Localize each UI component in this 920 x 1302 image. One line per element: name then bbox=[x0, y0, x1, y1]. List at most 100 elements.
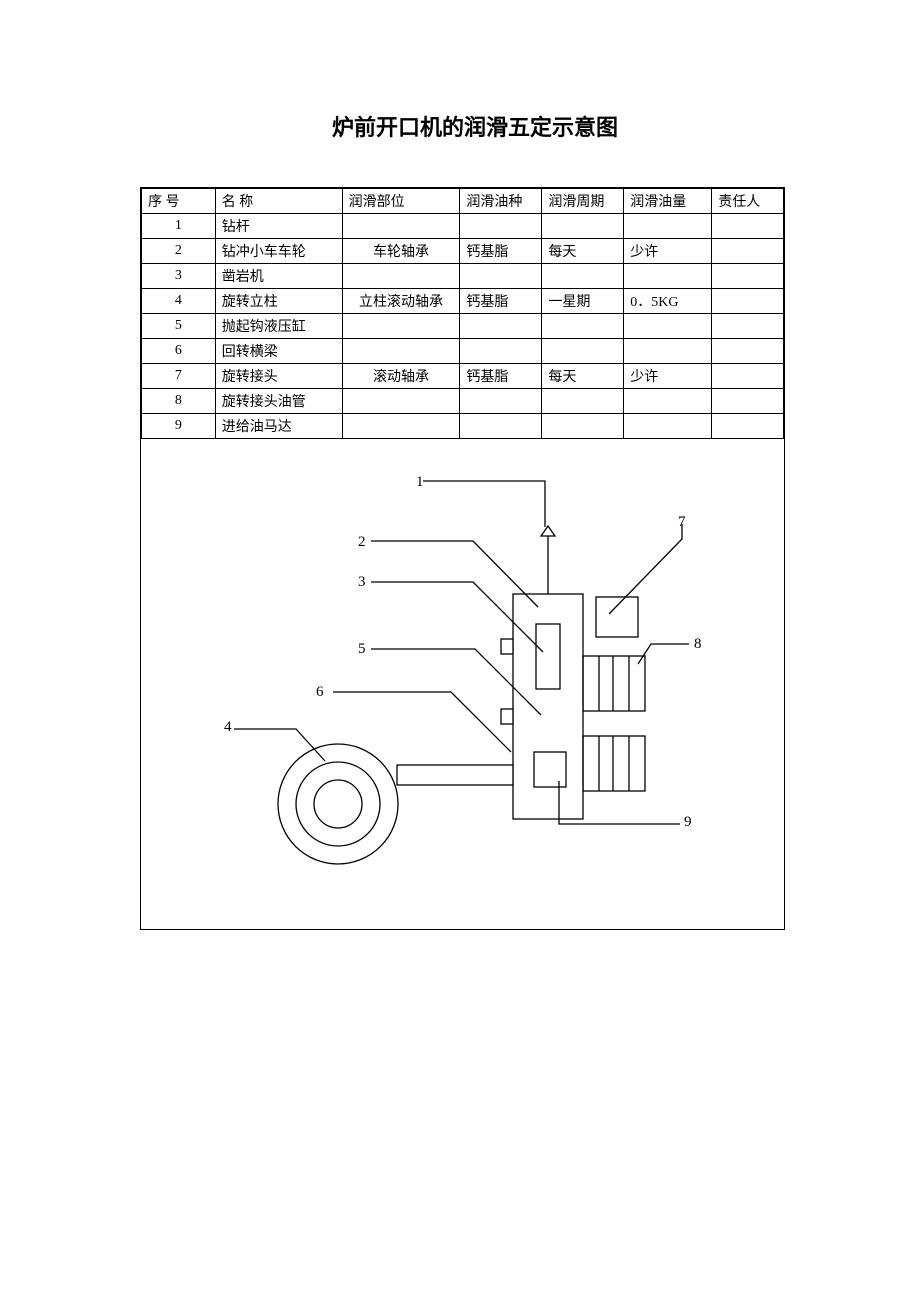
cell-seq: 5 bbox=[142, 314, 216, 339]
cell-cycle bbox=[542, 414, 624, 439]
cell-amt: 少许 bbox=[624, 364, 712, 389]
leader-line bbox=[638, 644, 689, 664]
callout-label: 7 bbox=[678, 514, 686, 531]
cell-name: 钻杆 bbox=[215, 214, 342, 239]
cell-oil bbox=[460, 389, 542, 414]
table-row: 5抛起钩液压缸 bbox=[142, 314, 784, 339]
diagram-shape bbox=[536, 624, 560, 689]
cell-oil bbox=[460, 414, 542, 439]
cell-cycle bbox=[542, 214, 624, 239]
table-row: 9进给油马达 bbox=[142, 414, 784, 439]
diagram-shape bbox=[583, 656, 645, 711]
callout-label: 2 bbox=[358, 534, 366, 551]
cell-amt bbox=[624, 414, 712, 439]
cell-amt: 0．5KG bbox=[624, 289, 712, 314]
cell-seq: 8 bbox=[142, 389, 216, 414]
cell-oil: 钙基脂 bbox=[460, 364, 542, 389]
cell-oil: 钙基脂 bbox=[460, 239, 542, 264]
leader-line bbox=[333, 692, 511, 752]
cell-seq: 7 bbox=[142, 364, 216, 389]
table-header-part: 润滑部位 bbox=[342, 189, 460, 214]
cell-seq: 1 bbox=[142, 214, 216, 239]
cell-amt bbox=[624, 389, 712, 414]
cell-resp bbox=[712, 414, 784, 439]
diagram-shape bbox=[397, 765, 513, 785]
table-header-seq: 序 号 bbox=[142, 189, 216, 214]
cell-cycle bbox=[542, 389, 624, 414]
cell-name: 回转横梁 bbox=[215, 339, 342, 364]
content-frame: 序 号名 称润滑部位润滑油种润滑周期润滑油量责任人1钻杆2钻冲小车车轮车轮轴承钙… bbox=[140, 187, 785, 930]
page-title: 炉前开口机的润滑五定示意图 bbox=[140, 110, 810, 142]
cell-amt bbox=[624, 214, 712, 239]
cell-oil bbox=[460, 314, 542, 339]
cell-resp bbox=[712, 239, 784, 264]
table-header-amt: 润滑油量 bbox=[624, 189, 712, 214]
diagram-shape bbox=[596, 597, 638, 637]
cell-part bbox=[342, 414, 460, 439]
diagram-shape bbox=[501, 639, 513, 654]
cell-seq: 3 bbox=[142, 264, 216, 289]
cell-oil: 钙基脂 bbox=[460, 289, 542, 314]
table-header-cycle: 润滑周期 bbox=[542, 189, 624, 214]
cell-resp bbox=[712, 264, 784, 289]
table-header-oil: 润滑油种 bbox=[460, 189, 542, 214]
callout-label: 5 bbox=[358, 641, 366, 658]
cell-seq: 6 bbox=[142, 339, 216, 364]
table-header-resp: 责任人 bbox=[712, 189, 784, 214]
callout-label: 8 bbox=[694, 636, 702, 653]
callout-label: 1 bbox=[416, 474, 424, 491]
diagram-shape bbox=[314, 780, 362, 828]
cell-oil bbox=[460, 339, 542, 364]
cell-seq: 4 bbox=[142, 289, 216, 314]
cell-resp bbox=[712, 314, 784, 339]
cell-resp bbox=[712, 364, 784, 389]
table-row: 3凿岩机 bbox=[142, 264, 784, 289]
cell-resp bbox=[712, 389, 784, 414]
cell-oil bbox=[460, 264, 542, 289]
schematic-diagram: 1 2 3 5 6 4 7 8 9 bbox=[141, 439, 784, 929]
cell-amt bbox=[624, 339, 712, 364]
table-row: 4旋转立柱立柱滚动轴承钙基脂一星期0．5KG bbox=[142, 289, 784, 314]
cell-resp bbox=[712, 339, 784, 364]
cell-part: 车轮轴承 bbox=[342, 239, 460, 264]
callout-label: 3 bbox=[358, 574, 366, 591]
table-row: 7旋转接头滚动轴承钙基脂每天少许 bbox=[142, 364, 784, 389]
table-row: 2钻冲小车车轮车轮轴承钙基脂每天少许 bbox=[142, 239, 784, 264]
cell-part bbox=[342, 264, 460, 289]
diagram-shape bbox=[501, 709, 513, 724]
leader-line bbox=[423, 481, 545, 527]
cell-resp bbox=[712, 214, 784, 239]
cell-name: 凿岩机 bbox=[215, 264, 342, 289]
cell-part bbox=[342, 214, 460, 239]
cell-part bbox=[342, 314, 460, 339]
cell-part bbox=[342, 389, 460, 414]
cell-amt bbox=[624, 314, 712, 339]
diagram-shape bbox=[534, 752, 566, 787]
table-row: 6回转横梁 bbox=[142, 339, 784, 364]
cell-name: 抛起钩液压缸 bbox=[215, 314, 342, 339]
callout-label: 6 bbox=[316, 684, 324, 701]
cell-part: 滚动轴承 bbox=[342, 364, 460, 389]
cell-cycle bbox=[542, 314, 624, 339]
diagram-shape bbox=[541, 526, 555, 536]
cell-seq: 9 bbox=[142, 414, 216, 439]
cell-cycle bbox=[542, 339, 624, 364]
cell-cycle: 一星期 bbox=[542, 289, 624, 314]
cell-oil bbox=[460, 214, 542, 239]
cell-cycle: 每天 bbox=[542, 239, 624, 264]
cell-name: 旋转立柱 bbox=[215, 289, 342, 314]
diagram-shape bbox=[583, 736, 645, 791]
cell-name: 旋转接头油管 bbox=[215, 389, 342, 414]
cell-cycle: 每天 bbox=[542, 364, 624, 389]
cell-name: 钻冲小车车轮 bbox=[215, 239, 342, 264]
cell-amt: 少许 bbox=[624, 239, 712, 264]
table-row: 8旋转接头油管 bbox=[142, 389, 784, 414]
callout-label: 4 bbox=[224, 719, 232, 736]
cell-seq: 2 bbox=[142, 239, 216, 264]
cell-resp bbox=[712, 289, 784, 314]
callout-label: 9 bbox=[684, 814, 692, 831]
table-row: 1钻杆 bbox=[142, 214, 784, 239]
lubrication-table: 序 号名 称润滑部位润滑油种润滑周期润滑油量责任人1钻杆2钻冲小车车轮车轮轴承钙… bbox=[141, 188, 784, 439]
cell-part: 立柱滚动轴承 bbox=[342, 289, 460, 314]
cell-cycle bbox=[542, 264, 624, 289]
